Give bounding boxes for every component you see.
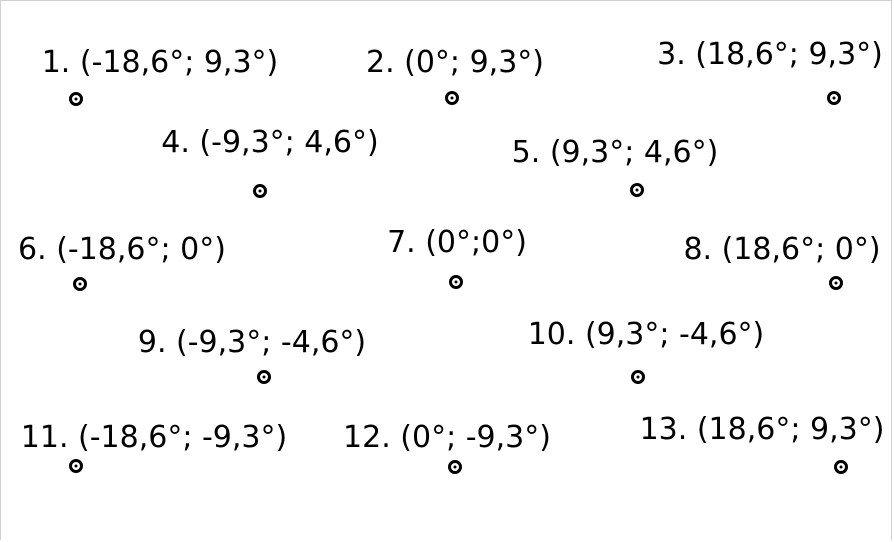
point-label-13: 13. (18,6°; 9,3°)	[640, 412, 885, 447]
point-marker-center-3	[832, 96, 836, 100]
point-label-1: 1. (-18,6°; 9,3°)	[42, 45, 279, 80]
point-label-12: 12. (0°; -9,3°)	[343, 420, 551, 455]
point-marker-center-12	[453, 465, 457, 469]
point-label-4: 4. (-9,3°; 4,6°)	[161, 125, 378, 160]
point-label-7: 7. (0°;0°)	[387, 225, 527, 260]
point-marker-5	[630, 183, 644, 197]
point-label-6: 6. (-18,6°; 0°)	[18, 232, 226, 267]
point-label-2: 2. (0°; 9,3°)	[366, 45, 544, 80]
point-marker-12	[448, 460, 462, 474]
point-marker-center-11	[74, 464, 78, 468]
point-label-11: 11. (-18,6°; -9,3°)	[21, 420, 287, 455]
point-marker-3	[827, 91, 841, 105]
point-marker-center-4	[258, 189, 262, 193]
point-label-9: 9. (-9,3°; -4,6°)	[138, 325, 366, 360]
point-marker-7	[449, 275, 463, 289]
point-label-5: 5. (9,3°; 4,6°)	[512, 135, 719, 170]
point-marker-1	[69, 92, 83, 106]
point-marker-13	[834, 460, 848, 474]
point-marker-center-9	[262, 375, 266, 379]
point-marker-center-7	[454, 280, 458, 284]
point-marker-center-5	[635, 188, 639, 192]
point-marker-center-6	[78, 282, 82, 286]
point-marker-4	[253, 184, 267, 198]
point-marker-center-1	[74, 97, 78, 101]
point-marker-8	[829, 276, 843, 290]
point-marker-6	[73, 277, 87, 291]
point-marker-center-10	[636, 375, 640, 379]
point-label-10: 10. (9,3°; -4,6°)	[528, 317, 765, 352]
point-label-8: 8. (18,6°; 0°)	[683, 232, 880, 267]
point-marker-center-8	[834, 281, 838, 285]
point-label-3: 3. (18,6°; 9,3°)	[657, 37, 883, 72]
point-marker-11	[69, 459, 83, 473]
point-marker-center-13	[839, 465, 843, 469]
point-marker-2	[445, 91, 459, 105]
point-marker-9	[257, 370, 271, 384]
point-marker-center-2	[450, 96, 454, 100]
point-marker-10	[631, 370, 645, 384]
